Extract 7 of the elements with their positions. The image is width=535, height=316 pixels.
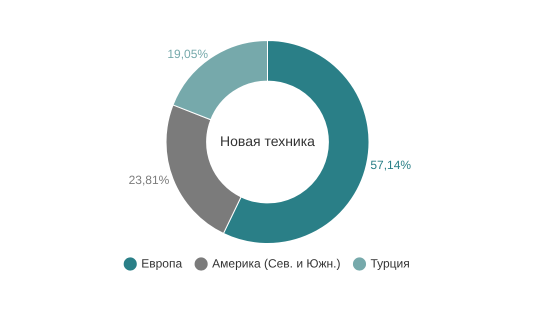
legend-label: Европа bbox=[141, 256, 182, 270]
data-label: 23,81% bbox=[128, 172, 170, 187]
data-label: 19,05% bbox=[167, 47, 208, 62]
legend-label: Турция bbox=[370, 256, 410, 270]
legend-label: Америка (Сев. и Южн.) bbox=[212, 256, 340, 270]
text: Новая техника bbox=[220, 132, 316, 149]
data-label: 57,14% bbox=[370, 158, 412, 172]
